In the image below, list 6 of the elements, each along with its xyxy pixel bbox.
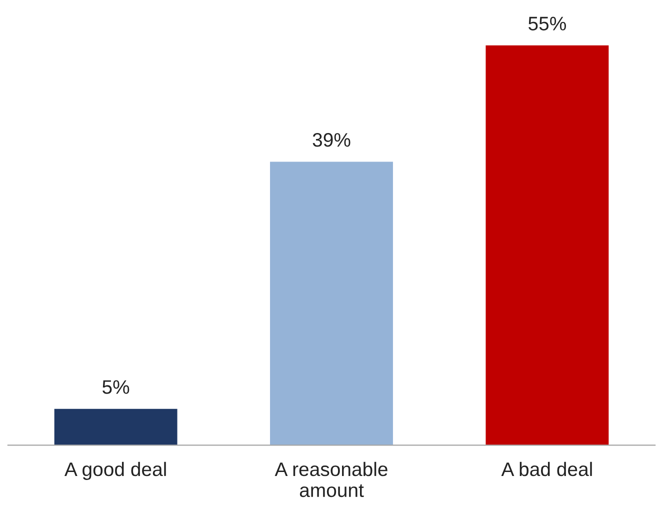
x-tick-label: A bad deal [501, 462, 592, 476]
x-tick-label: A reasonable amount [274, 462, 388, 498]
data-label: 55% [528, 16, 566, 30]
data-label: 39% [312, 133, 350, 147]
data-label: 5% [102, 380, 130, 394]
x-tick-label: A good deal [64, 462, 166, 480]
